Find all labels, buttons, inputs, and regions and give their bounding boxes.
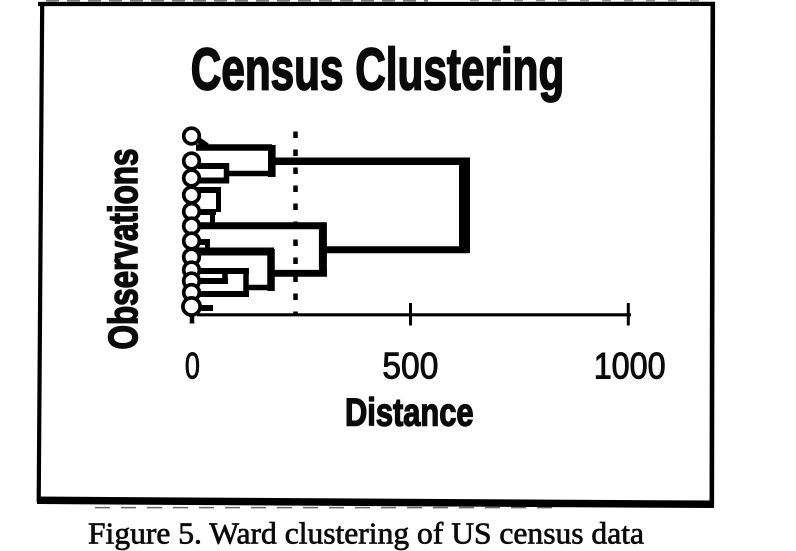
svg-text:500: 500 [382,345,438,387]
svg-text:Census Clustering: Census Clustering [191,36,565,103]
svg-text:Distance: Distance [345,392,474,435]
svg-text:1000: 1000 [594,345,666,387]
svg-text:Figure 5. Ward clustering of U: Figure 5. Ward clustering of US census d… [88,516,644,551]
svg-text:Observations: Observations [100,149,146,350]
svg-text:0: 0 [185,345,200,387]
